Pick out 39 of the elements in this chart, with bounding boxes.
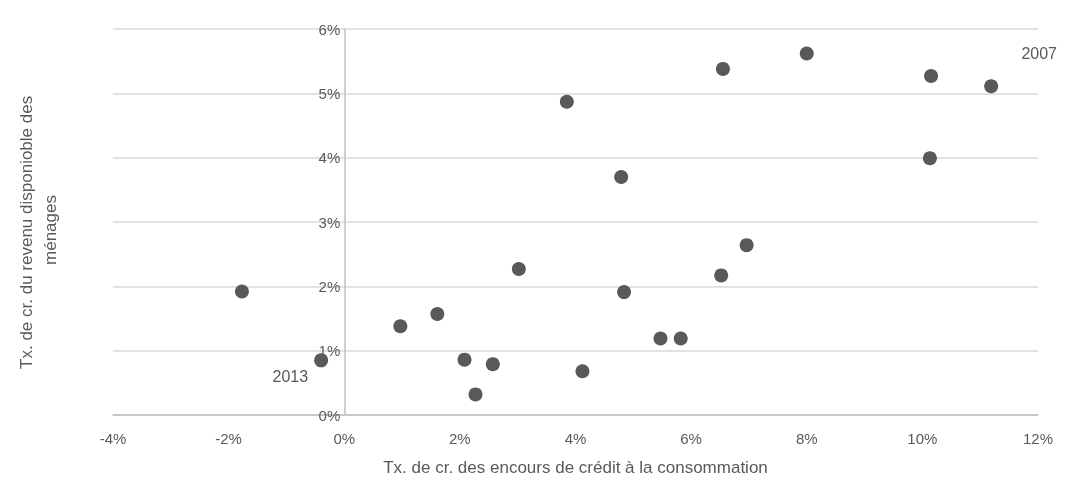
- x-tick-label: 0%: [333, 430, 356, 447]
- x-axis-title: Tx. de cr. des encours de crédit à la consommation: [383, 458, 768, 477]
- point: [984, 79, 999, 94]
- point: [511, 261, 526, 276]
- point: [617, 285, 632, 300]
- point: [924, 68, 939, 83]
- point: [922, 151, 937, 166]
- x-tick-label: 12%: [1022, 430, 1054, 447]
- point: [715, 61, 730, 76]
- point: [485, 357, 500, 372]
- x-tick-label: -2%: [215, 430, 242, 447]
- point: [614, 169, 629, 184]
- point: [457, 352, 472, 367]
- annotation: 2013: [272, 367, 309, 385]
- point: [559, 94, 574, 109]
- x-tick-label: 4%: [564, 430, 587, 447]
- annotation: 2007: [1021, 44, 1058, 62]
- x-tick-label: 6%: [680, 430, 702, 447]
- point: [653, 331, 668, 346]
- point: [714, 268, 729, 283]
- x-tick-label: 10%: [907, 430, 938, 447]
- point: [393, 319, 408, 334]
- x-tick-label: 8%: [795, 430, 818, 447]
- point: [673, 331, 688, 346]
- point: [739, 238, 754, 253]
- point: [234, 284, 249, 299]
- y-tick-label: 5%: [318, 84, 341, 102]
- point: [575, 364, 590, 379]
- y-tick-label: 2%: [318, 277, 341, 295]
- y-tick-label: 3%: [318, 213, 341, 231]
- point: [468, 387, 483, 402]
- y-axis-title: Tx. de cr. du revenu disponioble des ménages: [16, 91, 60, 369]
- y-tick-label: 4%: [318, 149, 341, 167]
- x-tick-label: -4%: [99, 430, 127, 447]
- x-tick-label: 2%: [449, 430, 471, 447]
- y-tick-label: 0%: [318, 406, 341, 424]
- point: [799, 46, 814, 61]
- y-tick-label: 6%: [318, 20, 341, 38]
- point: [430, 307, 445, 321]
